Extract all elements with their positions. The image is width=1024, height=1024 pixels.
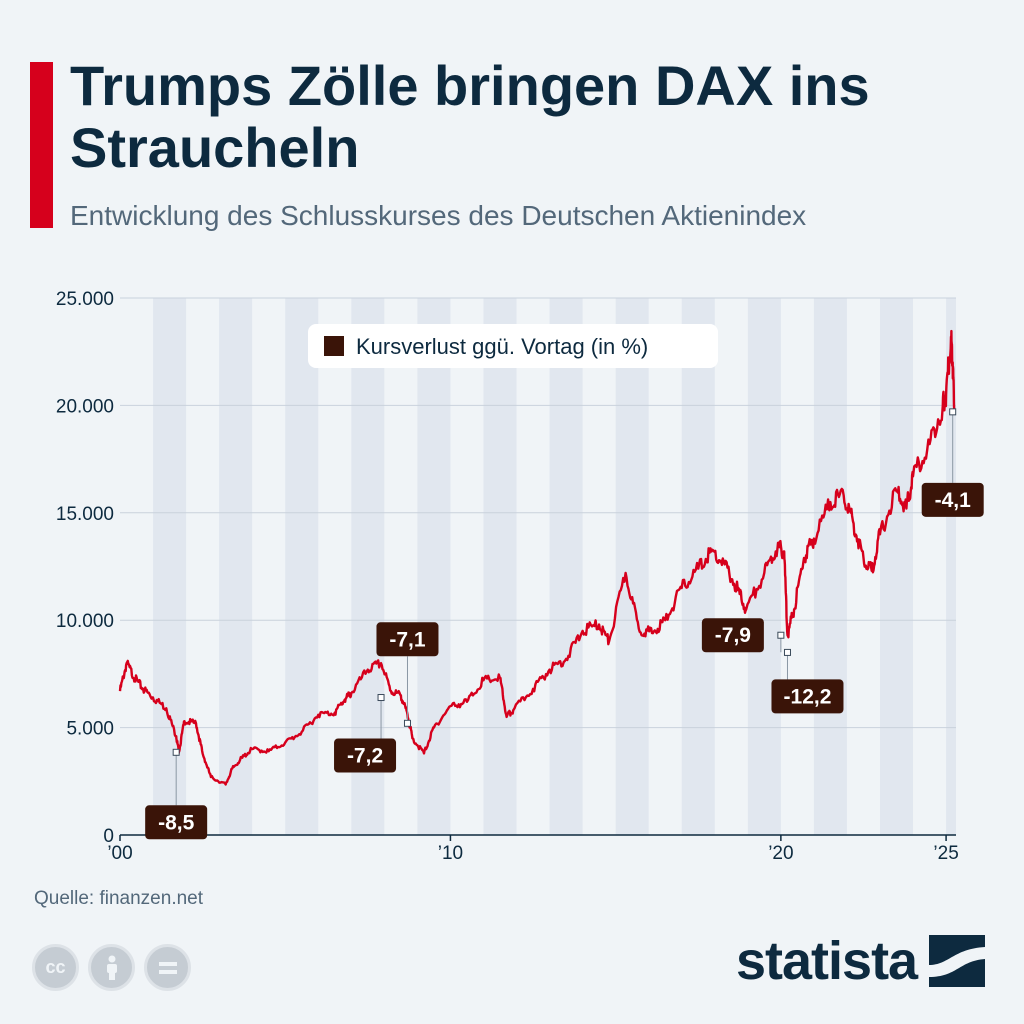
annotation-label: -7,9 xyxy=(715,624,751,647)
annotation-marker xyxy=(783,648,791,656)
no-derivatives-icon[interactable] xyxy=(144,944,191,991)
annotation-box xyxy=(334,738,397,773)
annotation-label: -8,5 xyxy=(158,811,195,834)
x-tick-label: ’20 xyxy=(768,843,793,864)
year-band xyxy=(549,298,583,835)
annotation-box xyxy=(921,482,984,517)
attribution-icon[interactable] xyxy=(88,944,135,991)
year-band xyxy=(219,298,253,835)
annotation-box xyxy=(771,679,844,714)
y-tick-label: 25.000 xyxy=(56,289,114,310)
y-tick-label: 5.000 xyxy=(66,719,114,740)
title-accent-bar xyxy=(30,62,53,228)
y-tick-label: 20.000 xyxy=(56,396,114,417)
annotation-box xyxy=(701,618,764,653)
year-band xyxy=(285,298,319,835)
annotation-label: -4,1 xyxy=(935,489,972,512)
license-icons: cc xyxy=(32,944,191,991)
y-tick-label: 10.000 xyxy=(56,611,114,632)
annotation-box xyxy=(145,805,208,840)
annotation-marker xyxy=(949,408,957,416)
annotation-label: -12,2 xyxy=(784,685,832,708)
annotation-marker xyxy=(403,719,411,727)
annotation-label: -7,2 xyxy=(347,745,383,768)
year-band xyxy=(483,298,517,835)
x-tick-label: ’10 xyxy=(438,843,463,864)
legend-swatch xyxy=(324,336,344,356)
y-tick-label: 0 xyxy=(103,826,114,847)
legend-label: Kursverlust ggü. Vortag (in %) xyxy=(356,334,648,359)
year-band xyxy=(880,298,914,835)
annotation-label: -7,1 xyxy=(389,628,426,651)
annotation-box xyxy=(376,622,439,657)
statista-logo-icon xyxy=(929,935,986,987)
chart-subtitle: Entwicklung des Schlusskurses des Deutsc… xyxy=(70,200,807,231)
series-line-dax xyxy=(118,329,956,786)
x-tick-label: ’00 xyxy=(107,843,132,864)
year-band xyxy=(946,298,956,835)
annotation-marker xyxy=(172,748,180,756)
year-band xyxy=(417,298,451,835)
source-note: Quelle: finanzen.net xyxy=(34,888,204,909)
year-band xyxy=(813,298,847,835)
legend-box xyxy=(308,324,718,368)
annotation-marker xyxy=(777,631,785,639)
chart-title: Trumps Zölle bringen DAX ins Straucheln xyxy=(70,54,870,179)
annotation-marker xyxy=(377,694,385,702)
year-band xyxy=(615,298,649,835)
y-tick-label: 15.000 xyxy=(56,504,114,525)
x-tick-label: ’25 xyxy=(933,843,958,864)
statista-logo[interactable]: statista xyxy=(736,930,986,992)
statista-wordmark: statista xyxy=(736,931,918,991)
year-band xyxy=(153,298,187,835)
cc-icon[interactable]: cc xyxy=(32,944,79,991)
